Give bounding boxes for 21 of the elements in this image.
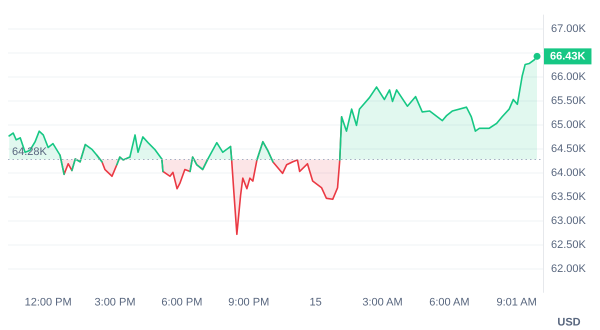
x-tick-label: 9:00 PM [228,296,270,308]
x-tick-label: 6:00 PM [161,296,202,308]
x-tick-label: 3:00 AM [362,296,403,308]
y-tick-label: 62.00K [551,262,587,275]
y-tick-label: 65.00K [551,118,587,131]
x-tick-label: 6:00 AM [429,296,470,308]
x-tick-label: 9:01 AM [496,296,537,308]
y-axis-title: USD [557,316,581,329]
y-tick-label: 67.00K [551,23,587,36]
y-tick-label: 62.50K [551,238,587,251]
annotation: 66.43K [550,50,586,62]
y-tick-label: 64.50K [551,142,587,155]
y-tick-label: 63.50K [551,190,587,203]
y-tick-label: 66.00K [551,70,587,83]
y-tick-label: 65.50K [551,94,587,107]
y-tick-label: 63.00K [551,214,587,227]
x-tick-label: 15 [310,296,322,308]
ref-line-label: 64.28K [12,146,48,158]
x-tick-label: 3:00 PM [94,296,136,308]
y-tick-label: 64.00K [551,166,587,179]
x-tick-label: 12:00 PM [24,296,72,308]
